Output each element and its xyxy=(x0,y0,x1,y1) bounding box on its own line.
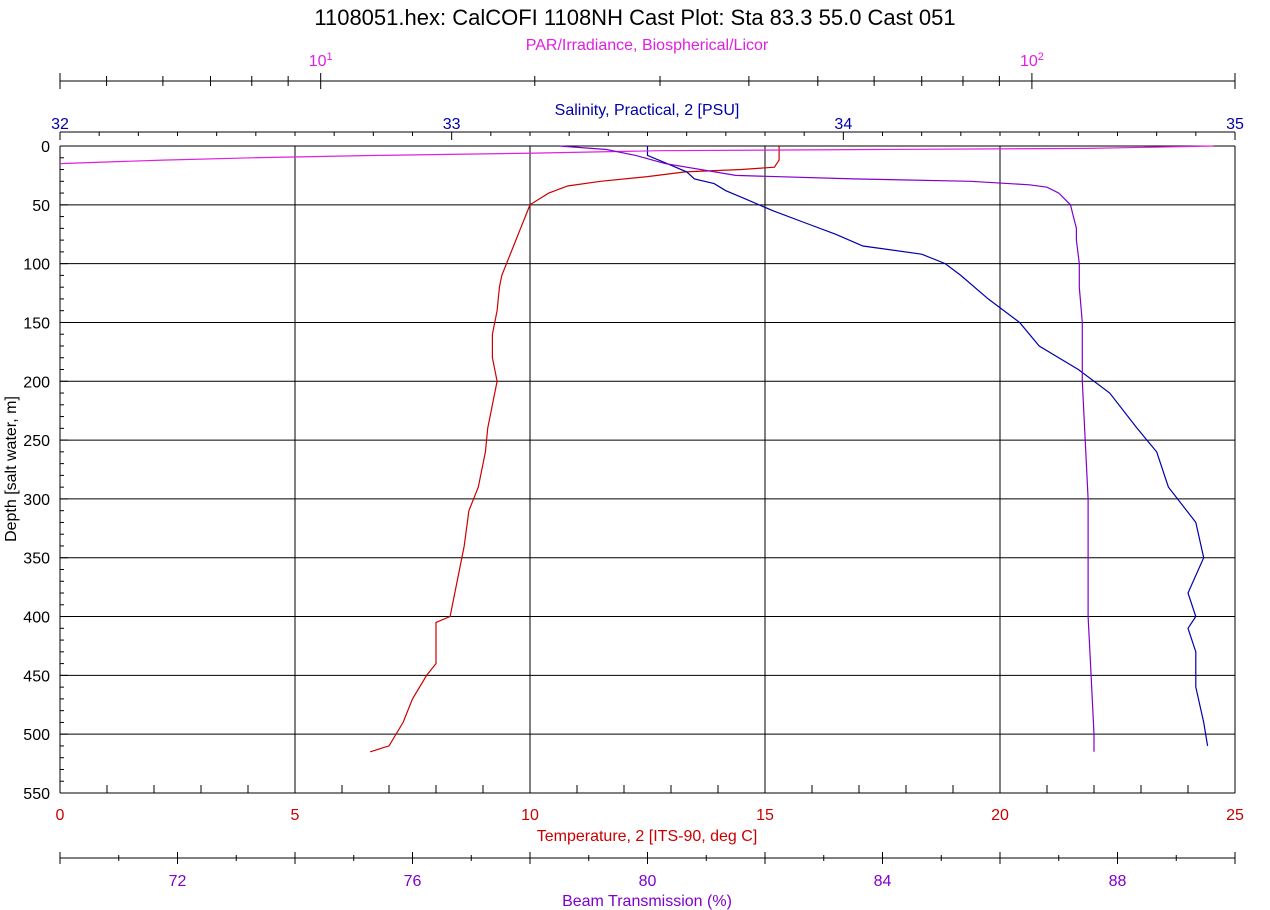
depth-tick-label: 350 xyxy=(23,551,50,568)
depth-tick-label: 500 xyxy=(23,727,50,744)
beam-tick-label: 84 xyxy=(874,873,892,890)
depth-axis-label: Depth [salt water, m] xyxy=(3,396,20,542)
beam-tick-label: 72 xyxy=(169,873,187,890)
beam-axis: 72 76 80 84 88 xyxy=(59,852,1236,890)
beam-axis-label: Beam Transmission (%) xyxy=(562,893,732,910)
temperature-line xyxy=(370,146,780,753)
chart-title: 1108051.hex: CalCOFI 1108NH Cast Plot: S… xyxy=(314,5,955,30)
depth-tick-label: 100 xyxy=(23,257,50,274)
salinity-tick-label: 33 xyxy=(443,116,461,133)
temperature-tick-label: 25 xyxy=(1226,807,1244,824)
beam-tick-label: 80 xyxy=(639,873,657,890)
salinity-axis: 32 33 34 35 xyxy=(51,116,1244,140)
par-tick-label: 101 xyxy=(309,51,333,70)
salinity-tick-label: 34 xyxy=(834,116,852,133)
beam-tick-label: 88 xyxy=(1109,873,1127,890)
par-axis-label: PAR/Irradiance, Biospherical/Licor xyxy=(526,37,769,54)
depth-tick-label: 450 xyxy=(23,668,50,685)
salinity-line xyxy=(646,146,1209,746)
depth-tick-label: 300 xyxy=(23,492,50,509)
temperature-axis-label: Temperature, 2 [ITS-90, deg C] xyxy=(537,828,758,845)
temperature-tick-label: 20 xyxy=(991,807,1009,824)
beam-line xyxy=(559,145,1095,752)
par-tick-label: 102 xyxy=(1020,51,1044,70)
depth-tick-label: 0 xyxy=(41,139,50,156)
salinity-axis-label: Salinity, Practical, 2 [PSU] xyxy=(555,102,740,119)
depth-tick-label: 200 xyxy=(23,374,50,391)
temperature-tick-label: 15 xyxy=(756,807,774,824)
depth-tick-label: 550 xyxy=(23,786,50,803)
par-axis: 101 102 xyxy=(59,51,1236,89)
depth-tick-label: 250 xyxy=(23,433,50,450)
par-line xyxy=(59,145,1214,165)
salinity-tick-label: 35 xyxy=(1226,116,1244,133)
temperature-tick-label: 5 xyxy=(291,807,300,824)
beam-tick-label: 76 xyxy=(404,873,422,890)
depth-tick-label: 400 xyxy=(23,610,50,627)
salinity-tick-label: 32 xyxy=(51,116,69,133)
grid xyxy=(59,145,1236,794)
temperature-tick-label: 0 xyxy=(56,807,65,824)
depth-tick-label: 50 xyxy=(32,198,50,215)
series-lines xyxy=(59,145,1214,753)
depth-axis: 0 50 100 150 200 250 300 350 400 450 500 550 xyxy=(23,139,68,803)
depth-tick-label: 150 xyxy=(23,315,50,332)
temperature-axis: 0 5 10 15 20 25 xyxy=(56,785,1244,824)
temperature-tick-label: 10 xyxy=(521,807,539,824)
